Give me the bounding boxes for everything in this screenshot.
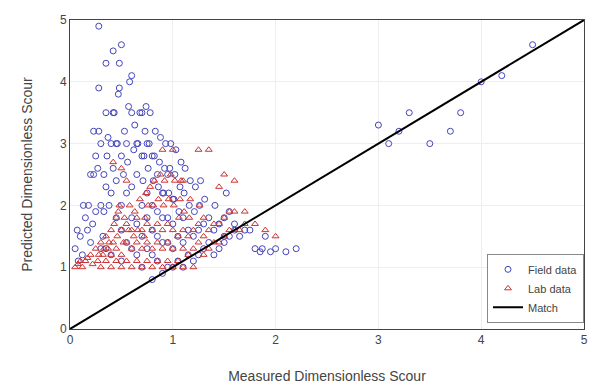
svg-text:Lab data: Lab data	[528, 283, 572, 295]
svg-text:Field data: Field data	[528, 264, 577, 276]
svg-text:4: 4	[478, 333, 485, 347]
svg-text:Predicted Dimensionless Scour: Predicted Dimensionless Scour	[19, 77, 35, 272]
svg-text:2: 2	[60, 199, 67, 213]
svg-text:Match: Match	[528, 302, 558, 314]
svg-text:3: 3	[375, 333, 382, 347]
svg-text:1: 1	[60, 260, 67, 274]
svg-text:Measured Dimensionless Scour: Measured Dimensionless Scour	[228, 368, 426, 384]
svg-text:4: 4	[60, 75, 67, 89]
svg-text:5: 5	[60, 13, 67, 27]
svg-text:3: 3	[60, 137, 67, 151]
svg-text:5: 5	[581, 333, 588, 347]
svg-text:0: 0	[60, 322, 67, 336]
svg-text:1: 1	[169, 333, 176, 347]
svg-text:2: 2	[272, 333, 279, 347]
svg-text:0: 0	[67, 333, 74, 347]
